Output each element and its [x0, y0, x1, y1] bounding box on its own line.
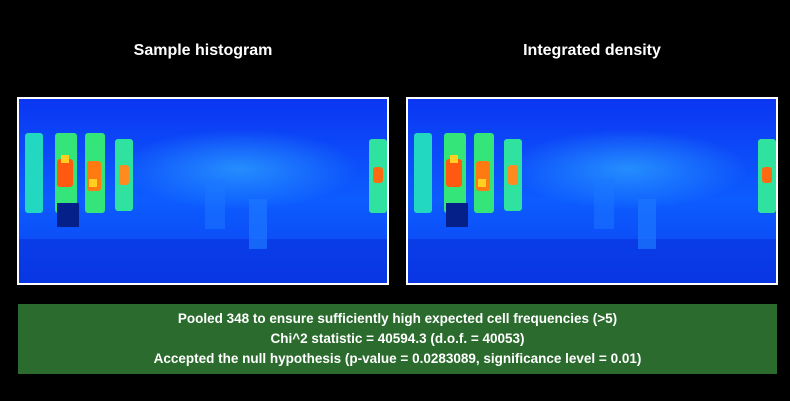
heatmap-column — [594, 179, 614, 229]
chi2-statistic: Chi^2 statistic = 40594.3 (d.o.f. = 4005… — [270, 331, 525, 346]
heatmap-hotspot-core — [61, 155, 69, 163]
sample-histogram-panel — [17, 97, 389, 285]
pooling-message: Pooled 348 to ensure sufficiently high e… — [177, 311, 618, 326]
hypothesis-result: Accepted the null hypothesis (p-value = … — [153, 351, 642, 366]
heatmap-ceiling-glow — [119, 129, 359, 209]
heatmap-column — [638, 199, 656, 249]
heatmap-hotspot — [446, 159, 462, 187]
heatmap-hotspot-core — [450, 155, 458, 163]
heatmap-column — [249, 199, 267, 249]
test-result-box: Pooled 348 to ensure sufficiently high e… — [18, 304, 777, 374]
heatmap-floor — [19, 239, 387, 283]
sample-histogram-heatmap — [19, 99, 387, 283]
heatmap-hotspot — [119, 165, 129, 185]
heatmap-column — [205, 179, 225, 229]
integrated-density-panel — [406, 97, 778, 285]
heatmap-shadow — [446, 203, 468, 227]
heatmap-hotspot-core — [89, 179, 97, 187]
heatmap-hotspot-core — [478, 179, 486, 187]
heatmap-window — [25, 133, 43, 213]
heatmap-hotspot — [373, 167, 383, 183]
heatmap-hotspot — [57, 159, 73, 187]
heatmap-window — [414, 133, 432, 213]
integrated-density-heatmap — [408, 99, 776, 283]
heatmap-shadow — [57, 203, 79, 227]
integrated-density-title: Integrated density — [523, 42, 661, 59]
heatmap-hotspot — [508, 165, 518, 185]
heatmap-floor — [408, 239, 776, 283]
heatmap-ceiling-glow — [508, 129, 748, 209]
heatmap-hotspot — [762, 167, 772, 183]
sample-histogram-title: Sample histogram — [133, 42, 273, 59]
